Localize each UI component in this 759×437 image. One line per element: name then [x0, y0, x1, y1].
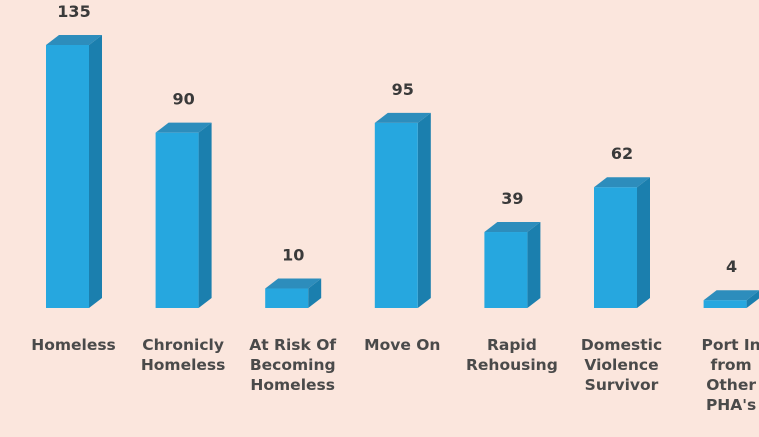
bar	[46, 35, 102, 308]
bar-side	[746, 290, 759, 308]
bar	[594, 177, 650, 308]
bar	[265, 278, 322, 308]
data-label: 4	[726, 257, 737, 276]
data-label: 10	[282, 246, 304, 265]
bar-side	[417, 112, 431, 308]
bar-front	[703, 300, 747, 308]
data-label: 135	[57, 2, 90, 21]
category-label-line: Chronicly	[142, 336, 224, 354]
bar-top	[155, 122, 212, 133]
bar-front	[265, 288, 309, 308]
category-label: Rapid Rehousing	[466, 336, 558, 374]
bar	[374, 112, 431, 308]
category-label-line: At Risk Of	[249, 336, 336, 354]
bar-front	[484, 232, 528, 308]
category-label-line: Rapid	[487, 336, 537, 354]
category-label: Port In from Other PHA's	[701, 336, 759, 414]
bar-front	[594, 187, 637, 308]
bar	[703, 290, 759, 308]
value-labels-group: 135 90 10 95 39 62 4	[57, 2, 737, 276]
bar-top	[484, 222, 541, 233]
bar-top	[594, 177, 650, 188]
data-label: 95	[392, 80, 414, 99]
category-label-line: Rehousing	[466, 356, 558, 374]
bar-side	[198, 122, 212, 309]
category-label-line: Homeless	[250, 376, 335, 394]
category-label: Homeless	[31, 336, 116, 354]
category-label-line: Other	[706, 376, 756, 394]
category-label: Move On	[364, 336, 440, 354]
bar-top	[46, 35, 102, 45]
category-label: At Risk Of Becoming Homeless	[249, 336, 336, 394]
bar-front	[46, 45, 89, 308]
bar-front	[374, 122, 418, 308]
category-label-line: Violence	[584, 356, 658, 374]
bars-group	[46, 35, 759, 309]
bar-top	[703, 290, 759, 301]
category-label-line: from	[711, 356, 752, 374]
category-label-line: Homeless	[141, 356, 226, 374]
data-label: 90	[172, 90, 194, 109]
category-label-line: Domestic	[581, 336, 662, 354]
bar-front	[155, 132, 199, 308]
category-label-line: PHA's	[706, 396, 756, 414]
data-label: 62	[611, 144, 633, 163]
bar-top	[374, 112, 431, 123]
data-label: 39	[501, 189, 523, 208]
category-label-line: Becoming	[250, 356, 336, 374]
bar	[484, 222, 541, 308]
category-label: Chronicly Homeless	[141, 336, 226, 374]
category-label-line: Survivor	[585, 376, 659, 394]
category-label: Domestic Violence Survivor	[581, 336, 662, 394]
bar	[155, 122, 212, 309]
category-label-line: Homeless	[31, 336, 116, 354]
bar-side	[308, 278, 322, 308]
bar-side	[527, 222, 541, 308]
bar-side	[637, 177, 650, 308]
category-label-line: Port In	[701, 336, 759, 354]
category-labels-group: Homeless Chronicly Homeless At Risk Of Becom…	[31, 336, 759, 414]
bar-top	[265, 278, 322, 289]
category-label-line: Move On	[364, 336, 440, 354]
bar-side	[89, 35, 102, 308]
